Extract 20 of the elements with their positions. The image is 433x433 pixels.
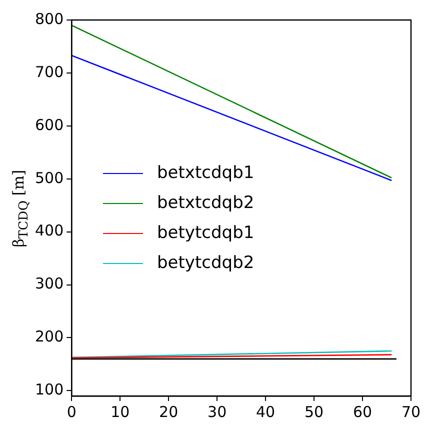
y-tick-label: 200 bbox=[34, 328, 64, 346]
x-tick-label: 30 bbox=[208, 402, 227, 421]
x-tick-label: 50 bbox=[304, 402, 324, 421]
y-tick-label: 100 bbox=[34, 380, 64, 399]
y-tick-label: 600 bbox=[34, 116, 64, 134]
y-tick-label: 700 bbox=[34, 62, 64, 81]
y-tick-label: 800 bbox=[34, 10, 64, 28]
x-tick-label: 70 bbox=[401, 402, 421, 421]
x-tick-label: 60 bbox=[352, 402, 372, 421]
y-tick-label: 300 bbox=[34, 274, 64, 293]
legend-label: betytcdqb1 bbox=[157, 223, 254, 243]
legend-label: betytcdqb2 bbox=[157, 253, 254, 273]
legend-label: betxtcdqb1 bbox=[157, 163, 254, 183]
x-tick-label: 0 bbox=[66, 402, 76, 421]
x-tick-label: 10 bbox=[110, 402, 130, 421]
y-tick-label: 400 bbox=[34, 222, 64, 240]
x-tick-label: 20 bbox=[159, 402, 178, 421]
y-tick-label: 500 bbox=[34, 168, 64, 187]
x-tick-label: 40 bbox=[256, 402, 276, 421]
legend-label: betxtcdqb2 bbox=[157, 193, 254, 213]
